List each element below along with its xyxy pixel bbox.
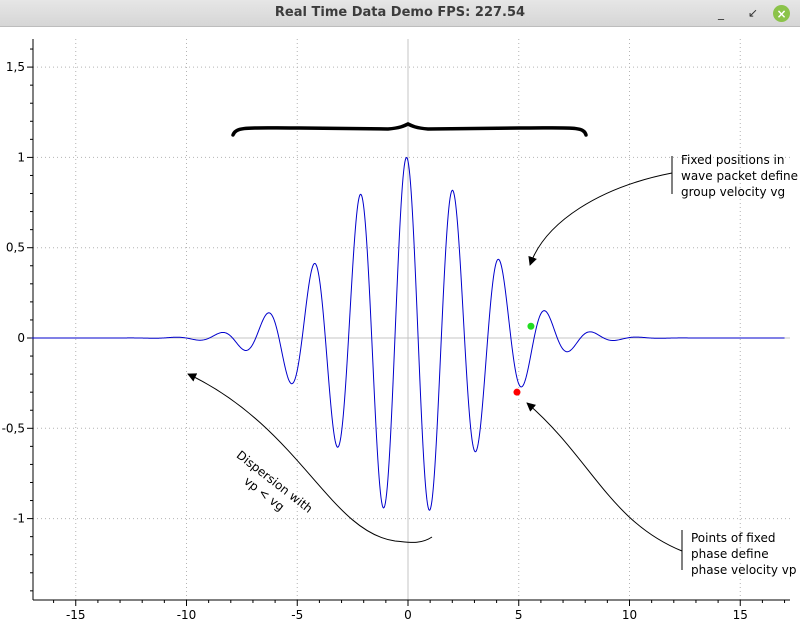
- window-title: Real Time Data Demo FPS: 227.54: [274, 5, 526, 20]
- group-annotation-text: Fixed positions in wave packet define gr…: [681, 153, 800, 199]
- axis-tick-labels: -15 -10 -5 0 5 10 15 -1 -0,5 0 0,5 1 1,5: [2, 60, 748, 622]
- group-annotation-line: Fixed positions in: [681, 153, 784, 167]
- window-titlebar: Real Time Data Demo FPS: 227.54 _ ↙ ×: [0, 0, 800, 27]
- y-tick-label: 0,5: [6, 241, 25, 255]
- group-annotation-line: wave packet define: [681, 169, 798, 183]
- x-tick-label: 5: [515, 608, 523, 622]
- plot-canvas: -15 -10 -5 0 5 10 15 -1 -0,5 0 0,5 1 1,5 Fixed posit…: [2, 39, 800, 622]
- x-tick-label: 10: [622, 608, 637, 622]
- phase-annotation-line: phase velocity vp: [691, 563, 796, 577]
- x-tick-label: 15: [733, 608, 748, 622]
- marker-points: [513, 322, 535, 396]
- zero-lines: [33, 39, 790, 600]
- close-icon[interactable]: ×: [773, 5, 790, 22]
- group-annotation-arrow: [528, 172, 673, 266]
- y-tick-label: 1: [17, 150, 25, 164]
- x-tick-label: -15: [66, 608, 86, 622]
- group-annotation-line: group velocity vg: [681, 185, 785, 199]
- y-tick-label: 1,5: [6, 60, 25, 74]
- phase-annotation-line: Points of fixed: [691, 531, 776, 545]
- group-brace: [231, 122, 588, 137]
- dispersion-annotation-text: Dispersion with vp < vg: [234, 448, 316, 516]
- phase-annotation-line: phase define: [691, 547, 769, 561]
- series-line: [31, 156, 785, 511]
- x-tick-label: -5: [291, 608, 303, 622]
- y-tick-label: 0: [17, 331, 25, 345]
- y-tick-label: -1: [13, 512, 25, 526]
- grid-lines: [33, 39, 790, 600]
- data-point-marker: [527, 322, 535, 330]
- phase-annotation-text: Points of fixed phase define phase veloc…: [691, 531, 796, 577]
- axis-ticks: [27, 48, 786, 606]
- x-tick-label: 0: [404, 608, 412, 622]
- dispersion-annotation-arrow: [187, 373, 433, 543]
- phase-annotation-arrow: [526, 402, 683, 552]
- y-tick-label: -0,5: [2, 421, 25, 435]
- restore-icon[interactable]: ↙: [747, 6, 759, 20]
- data-point-marker: [513, 388, 521, 396]
- minimize-icon[interactable]: _: [718, 6, 724, 20]
- x-tick-label: -10: [177, 608, 197, 622]
